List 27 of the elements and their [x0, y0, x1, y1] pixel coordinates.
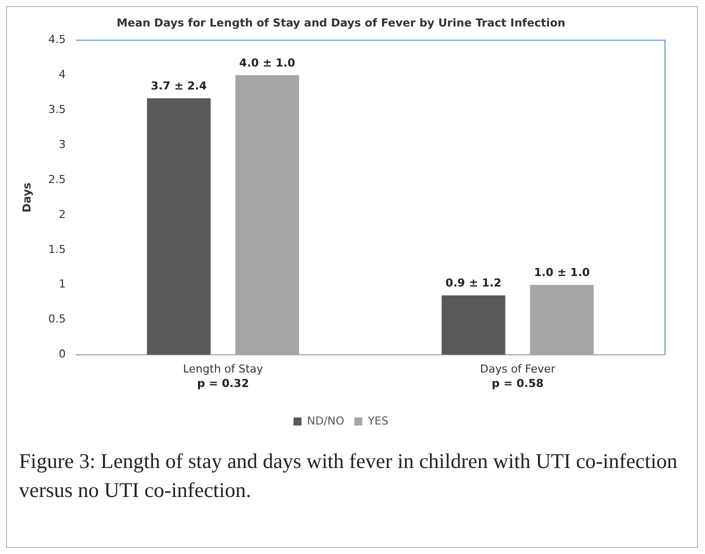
y-tick-label: 4	[58, 68, 66, 82]
data-label: 1.0 ± 1.0	[534, 266, 590, 280]
y-tick-label: 1	[58, 278, 66, 291]
chart-title: Mean Days for Length of Stay and Days of Fever by Urine Tract Infection	[116, 16, 566, 30]
y-tick-label: 2	[58, 208, 66, 221]
y-tick-label: 3.5	[48, 102, 66, 116]
y-axis-title: Days	[20, 182, 34, 212]
y-tick-label: 1.5	[48, 242, 66, 256]
bar	[442, 295, 506, 355]
text: p = 0.32	[197, 377, 249, 390]
y-tick-label: 4.5	[48, 33, 66, 46]
data-label: 0.9 ± 1.2	[446, 276, 502, 290]
bar	[235, 75, 300, 355]
x-tick-label: Length of Stay	[182, 362, 264, 376]
text: p = 0.58	[492, 377, 544, 390]
legend-label: ND/NO	[307, 414, 345, 428]
y-tick-label: 0.5	[48, 312, 66, 326]
x-tick-label: Days of Fever	[480, 362, 556, 376]
bar	[530, 284, 594, 355]
bar	[147, 98, 211, 355]
caption: Figure 3: Length of stay and days with fever in children with UTI co-infection versus no UTI co-infection.	[19, 448, 678, 504]
y-tick-label: 3	[58, 138, 66, 151]
data-label: 4.0 ± 1.0	[239, 56, 296, 70]
y-tick-label: 2.5	[48, 172, 66, 186]
y-tick-label: 0	[58, 348, 66, 361]
legend-label: YES	[366, 414, 388, 428]
data-label: 3.7 ± 2.4	[150, 80, 208, 93]
